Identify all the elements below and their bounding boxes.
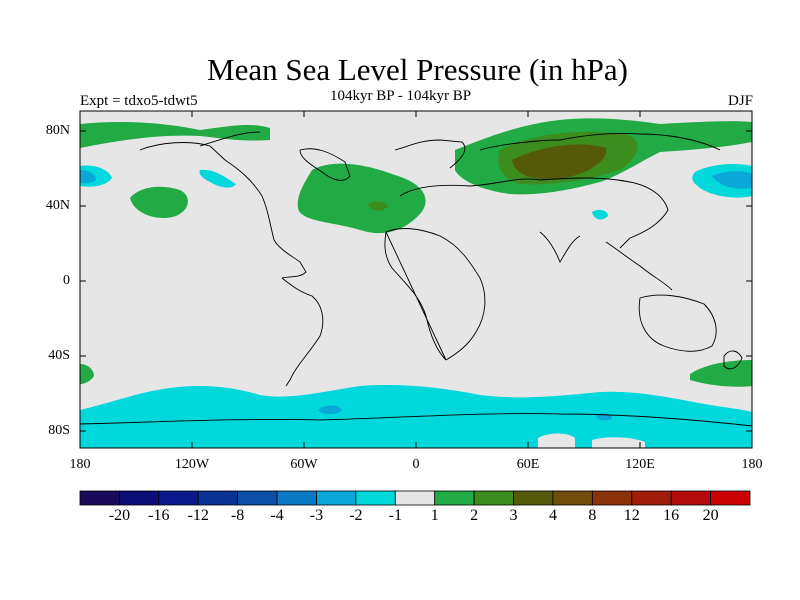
colorbar-swatch bbox=[552, 490, 593, 506]
negative-core-north-pacific-east bbox=[712, 171, 752, 189]
north-atlantic-positive-core bbox=[368, 201, 388, 211]
negative-cell-atlantic bbox=[318, 405, 342, 415]
negative-core-north-pacific-west bbox=[80, 170, 96, 184]
axis-ticks bbox=[79, 111, 753, 448]
colorbar-swatch bbox=[197, 490, 239, 506]
colorbar-swatch bbox=[119, 490, 160, 506]
colorbar-swatch bbox=[513, 490, 554, 506]
colorbar-swatch bbox=[79, 490, 120, 506]
colorbar-swatch bbox=[591, 490, 633, 506]
colorbar-swatch bbox=[434, 490, 475, 506]
north-pacific-positive-cell bbox=[130, 186, 188, 218]
colorbar-swatch bbox=[473, 490, 514, 506]
colorbar-swatch bbox=[670, 490, 711, 506]
colorbar-label: 16 bbox=[663, 507, 680, 524]
colorbar-label: -3 bbox=[309, 507, 324, 524]
colorbar-swatch bbox=[158, 490, 199, 506]
colorbar-label: 4 bbox=[548, 507, 557, 524]
colorbar-label: -4 bbox=[270, 507, 284, 524]
eurasia-positive-peak bbox=[512, 144, 607, 180]
x-tick-label: 180 bbox=[69, 457, 91, 472]
antarctic-gray-patch bbox=[538, 433, 575, 448]
colorbar-label: 20 bbox=[702, 507, 719, 524]
x-tick-label: 0 bbox=[412, 457, 420, 472]
y-tick-label: 80S bbox=[48, 423, 70, 438]
colorbar-label: 3 bbox=[509, 507, 518, 524]
chart-title: Mean Sea Level Pressure (in hPa) bbox=[207, 52, 628, 87]
north-atlantic-positive-cell bbox=[297, 163, 426, 234]
colorbar-label: -12 bbox=[187, 507, 209, 524]
coastlines bbox=[80, 131, 752, 427]
colorbar-swatch bbox=[316, 490, 357, 506]
colorbar-swatch bbox=[394, 490, 436, 506]
y-tick-label: 0 bbox=[63, 273, 70, 288]
y-tick-label: 40N bbox=[45, 198, 70, 213]
colorbar-label: -20 bbox=[108, 507, 131, 524]
colorbar-swatch bbox=[631, 490, 672, 506]
season-label: DJF bbox=[727, 93, 753, 109]
colorbar-swatch bbox=[237, 490, 278, 506]
x-tick-label: 180 bbox=[741, 457, 763, 472]
colorbar-label: 12 bbox=[623, 507, 640, 524]
colorbar-swatch bbox=[355, 490, 396, 506]
experiment-label: Expt = tdxo5-tdwt5 bbox=[80, 93, 198, 109]
colorbar-swatch bbox=[710, 490, 751, 506]
colorbar-label: -8 bbox=[230, 507, 245, 524]
colorbar-label: 8 bbox=[588, 507, 597, 524]
positive-cell-south-pacific-west bbox=[80, 364, 94, 384]
y-tick-label: 80N bbox=[45, 123, 70, 138]
negative-cell-asia bbox=[592, 209, 608, 220]
x-tick-label: 60E bbox=[516, 457, 540, 472]
colorbar-label: 1 bbox=[430, 507, 439, 524]
colorbar-swatch bbox=[276, 490, 317, 506]
x-tick-label: 60W bbox=[290, 457, 318, 472]
antarctic-gray-patch-2 bbox=[592, 437, 645, 448]
colorbar-label: -1 bbox=[388, 507, 402, 524]
colorbar-label: -16 bbox=[148, 507, 170, 524]
arctic-positive-band bbox=[80, 122, 270, 148]
x-tick-label: 120E bbox=[625, 457, 655, 472]
period-label: 104kyr BP - 104kyr BP bbox=[330, 88, 472, 104]
colorbar-label: -2 bbox=[349, 507, 363, 524]
x-tick-label: 120W bbox=[174, 457, 210, 472]
y-tick-label: 40S bbox=[48, 348, 70, 363]
colorbar-label: 2 bbox=[470, 507, 479, 524]
negative-cell-gulf-alaska bbox=[199, 169, 236, 188]
